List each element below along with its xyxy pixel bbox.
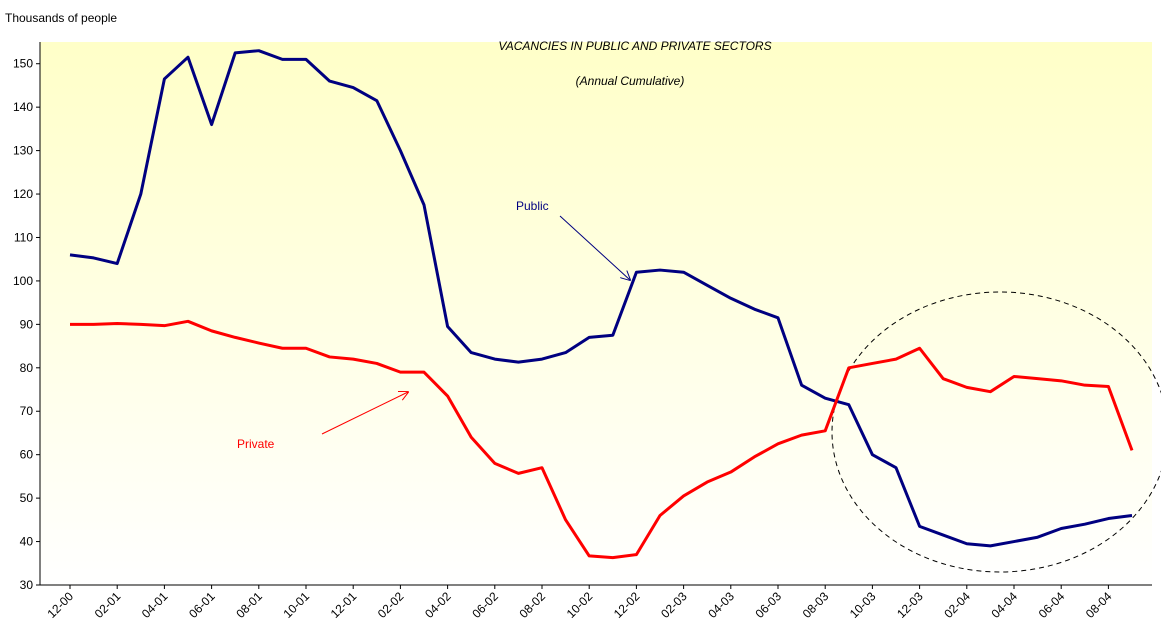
- x-tick-label: 04-04: [989, 589, 1021, 621]
- y-tick-label: 110: [14, 230, 33, 244]
- y-tick-label: 150: [13, 57, 33, 71]
- y-tick-label: 80: [20, 361, 34, 375]
- y-tick-label: 60: [20, 448, 34, 462]
- x-tick-label: 08-03: [800, 589, 832, 621]
- y-tick-label: 100: [13, 274, 33, 288]
- x-tick-label: 12-03: [894, 589, 926, 621]
- x-tick-label: 02-03: [658, 589, 690, 621]
- x-tick-label: 02-04: [941, 589, 973, 621]
- chart-title: VACANCIES IN PUBLIC AND PRIVATE SECTORS: [498, 39, 771, 53]
- x-tick-label: 08-02: [517, 589, 549, 621]
- x-tick-label: 10-01: [281, 589, 313, 621]
- x-tick-label: 12-00: [45, 589, 77, 621]
- x-tick-label: 02-02: [375, 589, 407, 621]
- y-tick-label: 30: [20, 578, 34, 592]
- x-tick-label: 10-02: [564, 589, 596, 621]
- x-tick-label: 10-03: [847, 589, 879, 621]
- series-line: [69, 49, 1133, 548]
- plot-area: [40, 42, 1152, 585]
- x-tick-label: 04-03: [705, 589, 737, 621]
- x-tick-label: 04-01: [139, 589, 171, 621]
- y-tick-label: 90: [20, 317, 34, 331]
- y-tick-label: 50: [20, 491, 34, 505]
- x-tick-label: 06-01: [186, 589, 218, 621]
- y-tick-label: 120: [13, 187, 33, 201]
- x-tick-label: 02-01: [92, 589, 124, 621]
- x-tick-label: 06-02: [469, 589, 501, 621]
- y-tick-label: 130: [13, 144, 33, 158]
- chart-subtitle: (Annual Cumulative): [576, 74, 685, 88]
- x-tick-label: 06-04: [1036, 589, 1068, 621]
- series-label: Private: [237, 437, 275, 451]
- x-tick-label: 12-02: [611, 589, 643, 621]
- private-arrow: [321, 392, 408, 435]
- y-tick-label: 70: [20, 404, 34, 418]
- y-tick-label: 140: [13, 100, 33, 114]
- series-label: Public: [516, 199, 549, 213]
- series-line: [70, 319, 1134, 560]
- x-tick-label: 08-04: [1083, 589, 1115, 621]
- x-tick-label: 08-01: [233, 589, 265, 621]
- public-arrow: [559, 215, 630, 280]
- x-tick-label: 06-03: [753, 589, 785, 621]
- x-tick-label: 12-01: [328, 589, 360, 621]
- x-tick-label: 04-02: [422, 589, 454, 621]
- y-tick-label: 40: [20, 535, 34, 549]
- y-axis-label: Thousands of people: [5, 11, 117, 25]
